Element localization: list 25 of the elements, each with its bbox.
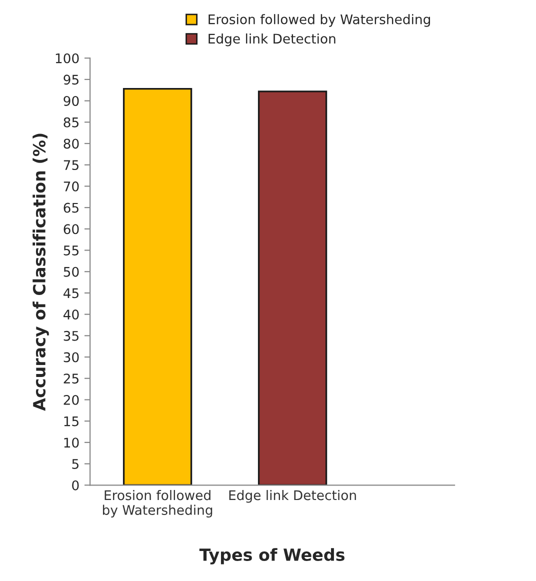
y-tick-label: 35 <box>64 330 78 341</box>
y-tick-label: 90 <box>64 96 79 106</box>
y-tick-label: 50 <box>64 266 79 277</box>
y-tick-label: 0 <box>72 480 79 490</box>
x-axis-title: Types of Weeds <box>199 548 344 564</box>
y-tick-label: 80 <box>64 138 79 149</box>
y-tick-label: 65 <box>64 202 78 213</box>
y-tick-label: 15 <box>64 416 78 426</box>
y-tick-label: 95 <box>64 74 78 85</box>
y-tick-label: 25 <box>64 374 78 384</box>
y-tick-label: 10 <box>64 438 79 448</box>
y-tick-label: 75 <box>64 160 78 170</box>
y-tick-label: 20 <box>64 394 79 405</box>
y-tick-label: 30 <box>64 352 79 362</box>
y-tick-label: 70 <box>64 181 79 192</box>
legend-label: Edge link Detection <box>208 33 336 46</box>
y-tick-label: 40 <box>63 310 79 320</box>
y-tick-label: 60 <box>64 224 79 234</box>
y-tick-label: 100 <box>56 53 79 64</box>
legend-label: Erosion followed by Watersheding <box>208 14 430 27</box>
y-tick-label: 45 <box>63 288 78 298</box>
y-tick-label: 55 <box>64 246 78 256</box>
y-tick-label: 5 <box>72 459 78 469</box>
y-axis-title: Accuracy of Classification (%) <box>32 134 49 411</box>
y-tick-label: 85 <box>64 117 78 128</box>
